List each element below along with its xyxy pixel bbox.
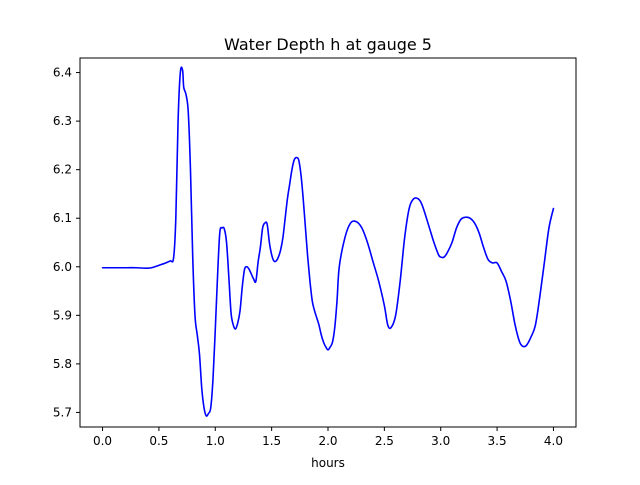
- axis-ticks: 0.0 0.5 1.0 1.5 2.0 2.5 3.0 3.5 4.0 5.7 5.8 5.9 6.0 6…: [53, 66, 563, 448]
- series-line-water-depth: [101, 66, 555, 417]
- y-tick-label: 6.2: [53, 163, 72, 177]
- y-tick-label: 5.7: [53, 405, 72, 419]
- x-tick-label: 0.5: [149, 434, 168, 448]
- x-tick-label: 3.5: [488, 434, 507, 448]
- x-tick-label: 2.5: [375, 434, 394, 448]
- y-tick-label: 5.8: [53, 357, 72, 371]
- y-tick-label: 6.3: [53, 114, 72, 128]
- x-tick-label: 4.0: [544, 434, 563, 448]
- x-tick-label: 1.5: [262, 434, 281, 448]
- y-tick-label: 6.1: [53, 211, 72, 225]
- x-axis-label: hours: [311, 456, 345, 470]
- axes-frame: [79, 57, 577, 428]
- x-tick-label: 3.0: [431, 434, 450, 448]
- x-tick-label: 0.0: [93, 434, 112, 448]
- plot-area: [101, 66, 555, 417]
- y-tick-label: 5.9: [53, 308, 72, 322]
- y-tick-label: 6.0: [53, 260, 72, 274]
- x-tick-label: 2.0: [318, 434, 337, 448]
- x-tick-label: 1.0: [206, 434, 225, 448]
- y-tick-label: 6.4: [53, 66, 72, 80]
- chart-title: Water Depth h at gauge 5: [224, 35, 432, 54]
